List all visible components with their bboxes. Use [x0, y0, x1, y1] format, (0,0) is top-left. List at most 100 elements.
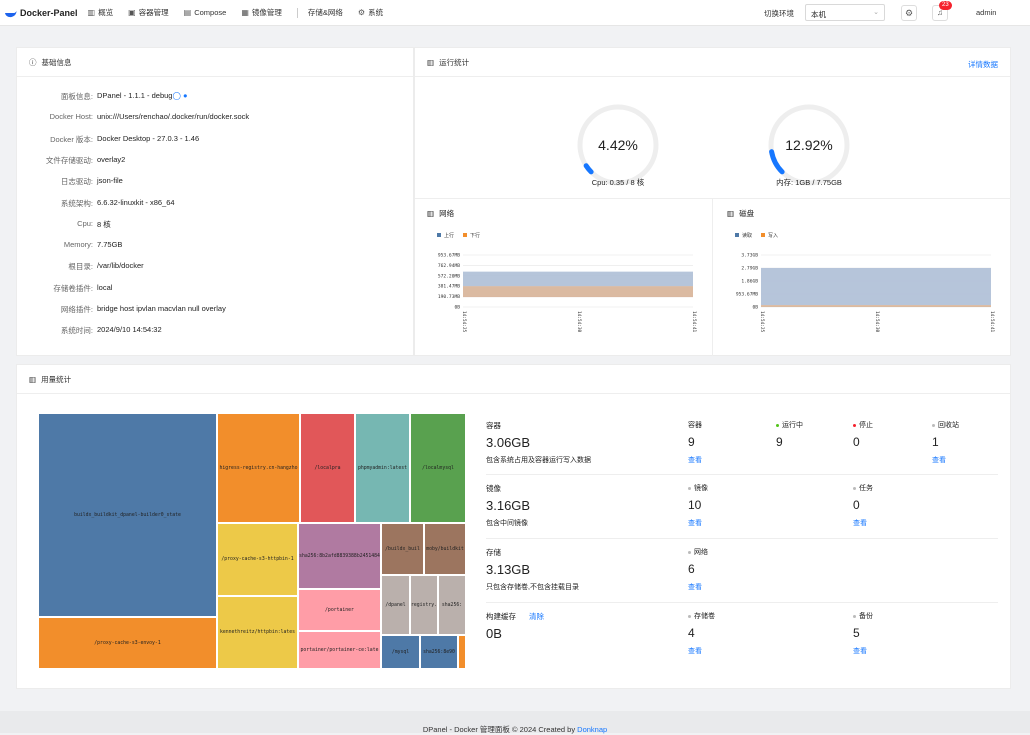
- treemap-cell[interactable]: phpmyadmin:latest: [355, 413, 410, 523]
- y-tick-label: 572.20MB: [438, 273, 460, 279]
- cpu-label: Cpu: 0.35 / 8 核: [591, 178, 645, 187]
- treemap-cell[interactable]: buildx_buildkit_dpanel-builder0_state: [38, 413, 217, 617]
- stat-label: 容器: [688, 420, 702, 430]
- treemap-cell[interactable]: sha256:: [438, 575, 466, 635]
- treemap-cell[interactable]: kennethreitz/httpbin:lates: [217, 596, 298, 669]
- series-area: [463, 271, 693, 287]
- stat-label: 备份: [853, 611, 873, 621]
- view-link[interactable]: 查看: [688, 457, 702, 464]
- basic-info-card: ⓘ 基础信息 面板信息: DPanel - 1.1.1 - debug ◯ ● Doc…: [16, 47, 414, 356]
- treemap-cell[interactable]: /proxy-cache-s3-envoy-1: [38, 617, 217, 669]
- info-value: /var/lib/docker: [97, 261, 144, 271]
- view-link[interactable]: 查看: [688, 648, 702, 655]
- info-value: bridge host ipvlan macvlan null overlay: [97, 304, 226, 313]
- x-tick-label: 14:54:30: [576, 311, 582, 333]
- env-select[interactable]: 本机 ⌄: [805, 4, 885, 21]
- y-tick-label: 0B: [752, 305, 758, 311]
- chevron-down-icon: ⌄: [873, 9, 879, 16]
- author-link[interactable]: Donknap: [577, 725, 608, 734]
- github-icon[interactable]: ◯ ●: [172, 91, 188, 100]
- legend-swatch: [437, 233, 441, 237]
- treemap-cell[interactable]: portainer/portainer-ce:late: [298, 631, 381, 669]
- view-link[interactable]: 查看: [688, 520, 702, 527]
- y-tick-label: 1.86GB: [741, 279, 758, 285]
- app-logo[interactable]: Docker-Panel: [4, 8, 78, 18]
- legend-label: 下行: [470, 232, 480, 239]
- nav-item-containers[interactable]: ▣ 容器管理: [128, 7, 169, 18]
- status-dot: [853, 614, 856, 618]
- view-link[interactable]: 查看: [932, 457, 946, 464]
- info-row: 网络插件: bridge host ipvlan macvlan null ove…: [17, 304, 413, 315]
- stat-value: 6: [688, 562, 695, 576]
- nav-item-overview[interactable]: ▥ 概览: [88, 7, 114, 18]
- stat-label-text: 容器: [688, 422, 702, 429]
- treemap-cell[interactable]: sha256:8b2afd8839388b2451484: [298, 523, 381, 589]
- info-key: Docker Host:: [49, 112, 93, 122]
- footer: DPanel - Docker 管理面板 © 2024 Created by D…: [0, 711, 1030, 734]
- stat-name: 存储: [486, 548, 501, 557]
- nav-item-system[interactable]: ⚙ 系统: [358, 7, 383, 18]
- treemap-cell[interactable]: /mysql: [381, 635, 420, 669]
- stat-size: 3.16GB: [486, 498, 531, 513]
- card-title: 基础信息: [41, 57, 72, 67]
- treemap-cell[interactable]: /localpra: [300, 413, 355, 523]
- info-key: 根目录:: [68, 262, 93, 272]
- info-row: Memory: 7.75GB: [17, 240, 413, 249]
- status-dot: [688, 550, 691, 554]
- gear-icon: ⚙: [904, 8, 914, 18]
- clear-cache-button[interactable]: 清除: [529, 612, 544, 621]
- treemap-cell[interactable]: [458, 635, 466, 669]
- x-tick-label: 14:54:41: [989, 311, 995, 333]
- disk-title: 磁盘: [739, 208, 755, 218]
- mem-gauge-fill: [769, 149, 785, 175]
- treemap-cell[interactable]: /buildx_buil: [381, 523, 424, 575]
- info-value: unix:///Users/renchao/.docker/run/docker…: [97, 112, 250, 122]
- treemap-cell[interactable]: sha256:8e90: [420, 635, 458, 669]
- image-icon: ▦: [241, 8, 249, 17]
- nav-label: 概览: [98, 8, 114, 17]
- settings-button[interactable]: ⚙: [901, 5, 917, 21]
- stat-name: 构建缓存: [486, 612, 516, 621]
- usage-stats: 容器 3.06GB 包含系统占用及容器运行写入数据 容器 9 查看 运行中 9 停止 0 回收站 1 查…: [17, 365, 1012, 690]
- y-tick-label: 762.94MB: [438, 263, 460, 269]
- view-link[interactable]: 查看: [853, 648, 867, 655]
- treemap-cell[interactable]: /portainer: [298, 589, 381, 631]
- app-title: Docker-Panel: [20, 7, 78, 18]
- treemap-cell[interactable]: registry.: [410, 575, 438, 635]
- info-key: 系统架构:: [60, 198, 93, 208]
- nav-item-storage-network[interactable]: 存储&网络: [308, 7, 343, 18]
- info-key: 网络插件:: [60, 305, 93, 314]
- treemap-cell[interactable]: /dpanel: [381, 575, 410, 635]
- nav-item-compose[interactable]: ▤ Compose: [184, 8, 227, 17]
- bar-chart-icon: ▥: [29, 374, 37, 384]
- bell-icon: ♫: [937, 8, 943, 17]
- treemap-cell[interactable]: /proxy-cache-s3-httpbin-1: [217, 523, 298, 596]
- usage-card: ▥ 用量统计 buildx_buildkit_dpanel-builder0_st…: [16, 364, 1011, 689]
- view-link[interactable]: 查看: [688, 584, 702, 591]
- user-menu[interactable]: admin: [976, 8, 997, 17]
- stat-label-text: 任务: [859, 485, 873, 492]
- x-tick-label: 14:54:30: [874, 311, 880, 333]
- stat-value: 10: [688, 498, 702, 512]
- info-key: 文件存储驱动:: [45, 155, 93, 165]
- row-divider: [486, 602, 998, 603]
- x-tick-label: 14:54:25: [759, 311, 765, 333]
- treemap-cell[interactable]: moby/buildkit: [424, 523, 466, 575]
- cpu-gauge-track: [577, 104, 659, 186]
- treemap-cell[interactable]: /localmysql: [410, 413, 466, 523]
- info-row: 系统架构: 6.6.32-linuxkit - x86_64: [17, 198, 413, 209]
- detail-data-link[interactable]: 详情数据: [968, 60, 998, 69]
- y-tick-label: 381.47MB: [438, 284, 460, 290]
- row-divider: [486, 538, 998, 539]
- legend-swatch: [761, 233, 765, 237]
- env-select-value: 本机: [811, 10, 826, 19]
- usage-header: ▥ 用量统计: [17, 365, 1010, 394]
- info-value: 2024/9/10 14:54:32: [97, 325, 162, 335]
- info-value: 7.75GB: [97, 240, 123, 250]
- view-link[interactable]: 查看: [853, 520, 867, 527]
- info-key: 面板信息:: [60, 92, 93, 101]
- nav-item-images[interactable]: ▦ 镜像管理: [241, 7, 282, 18]
- nav-label: Compose: [194, 8, 227, 17]
- series-area: [761, 268, 991, 306]
- treemap-cell[interactable]: higress-registry.cn-hangzho: [217, 413, 300, 523]
